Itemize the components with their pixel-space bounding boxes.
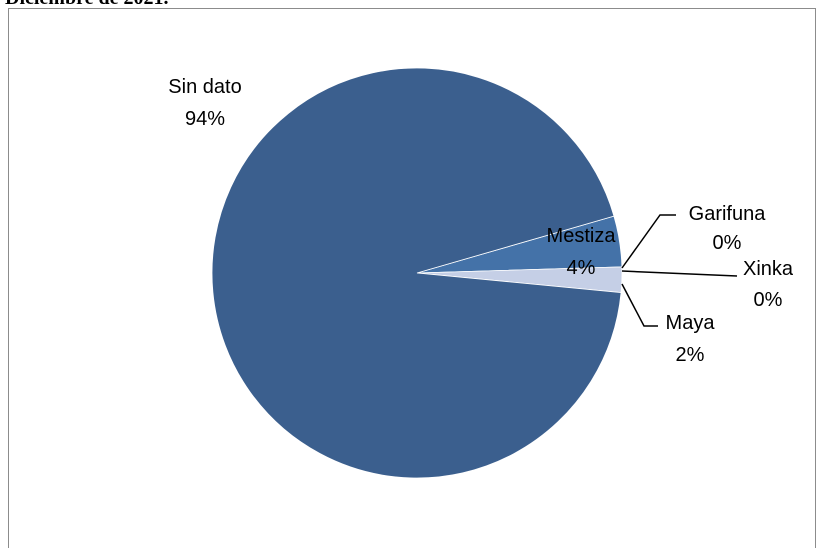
leader-line-garifuna — [621, 214, 676, 269]
slice-label-garifuna: Garifuna — [689, 203, 767, 225]
leader-line-xinka — [621, 270, 738, 277]
slice-label-mestiza: Mestiza — [547, 225, 617, 247]
slice-label-maya: Maya — [666, 312, 716, 334]
slice-value-mestiza: 4% — [567, 257, 596, 279]
slice-value-xinka: 0% — [754, 289, 783, 311]
caption-text: Diciembre de 2021. — [5, 0, 169, 10]
pie-slice-sin-dato — [211, 67, 622, 479]
chart-frame — [8, 8, 816, 548]
slice-value-garifuna: 0% — [713, 232, 742, 254]
leader-line-maya — [621, 283, 658, 327]
slice-label-xinka: Xinka — [743, 258, 794, 280]
slice-value-maya: 2% — [676, 344, 705, 366]
slice-value-sin-dato: 94% — [185, 108, 225, 130]
slice-label-sin-dato: Sin dato — [168, 76, 241, 98]
